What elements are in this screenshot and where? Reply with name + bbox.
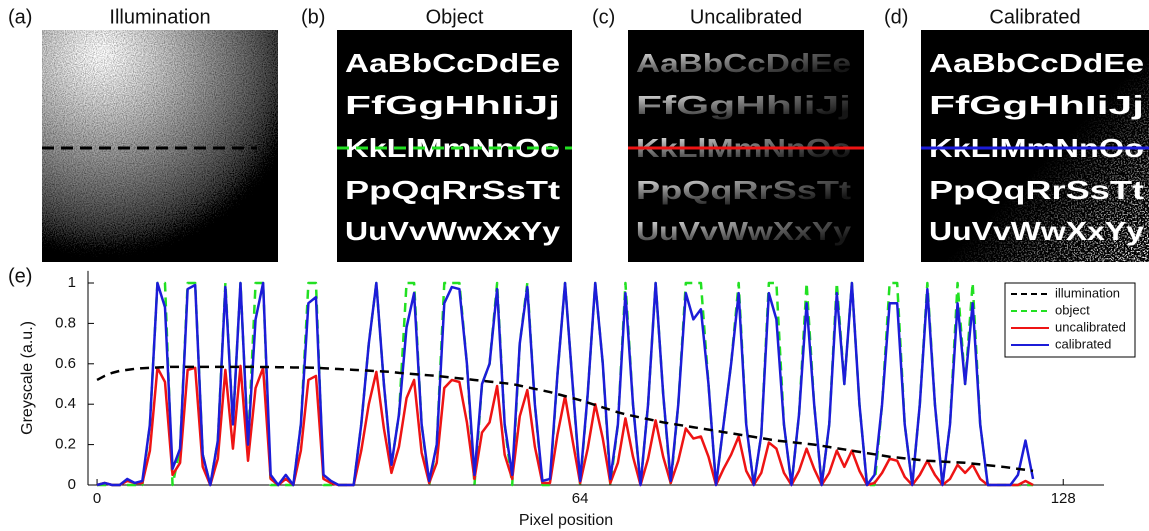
letter-row: UuVvWwXxYy: [636, 216, 852, 246]
panel-title: Uncalibrated: [690, 6, 802, 28]
panel-label: (a): [8, 6, 32, 28]
y-tick-label: 0.4: [55, 395, 76, 412]
letter-row: UuVvWwXxYy: [345, 216, 561, 246]
series-line: [96, 364, 1034, 487]
y-axis-title: Greyscale (a.u.): [19, 321, 36, 435]
series-line: [97, 281, 1034, 487]
panel-label: (d): [884, 6, 908, 28]
series-line: [96, 281, 1035, 487]
legend-label: object: [1055, 302, 1090, 317]
letter-row: AaBbCcDdEe: [345, 48, 560, 78]
x-tick-label: 64: [572, 490, 589, 507]
letter-row: FfGgHhIiJj: [345, 90, 560, 120]
y-tick-label: 1: [68, 274, 76, 291]
y-tick-label: 0.8: [55, 314, 76, 331]
y-tick-label: 0: [68, 476, 76, 493]
y-tick-label: 0.6: [55, 355, 76, 372]
x-tick-label: 0: [93, 490, 101, 507]
panel-title: Object: [426, 6, 484, 28]
letter-row: PpQqRrSsTt: [636, 175, 851, 205]
noise-speckle: [921, 30, 1149, 262]
panel-label: (e): [8, 265, 32, 287]
legend-label: calibrated: [1055, 336, 1111, 351]
panel-label: (b): [301, 6, 325, 28]
y-tick-label: 0.2: [55, 436, 76, 453]
letter-row: PpQqRrSsTt: [345, 175, 560, 205]
illumination-image: [42, 30, 278, 262]
legend-label: illumination: [1055, 285, 1120, 300]
panel-label: (c): [592, 6, 615, 28]
letter-row: FfGgHhIiJj: [636, 90, 851, 120]
x-axis-title: Pixel position: [519, 512, 613, 529]
image-background: [337, 30, 572, 262]
image-background: [628, 30, 864, 262]
x-tick-label: 128: [1051, 490, 1076, 507]
letter-row: AaBbCcDdEe: [636, 48, 851, 78]
legend-label: uncalibrated: [1055, 319, 1126, 334]
series-line: [96, 365, 1034, 473]
panel-title: Illumination: [109, 6, 210, 28]
panel-title: Calibrated: [989, 6, 1080, 28]
